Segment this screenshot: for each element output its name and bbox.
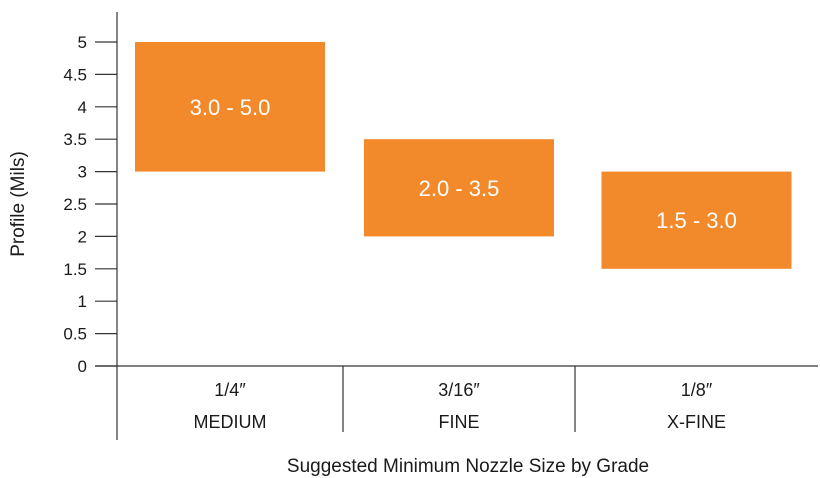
category-grade-label: FINE xyxy=(438,412,479,432)
y-tick-label: 1 xyxy=(78,292,87,311)
range-bar xyxy=(135,42,325,172)
range-bar-label: 3.0 - 5.0 xyxy=(190,95,271,120)
category-size-label: 3/16″ xyxy=(438,380,480,400)
y-tick-label: 5 xyxy=(78,33,87,52)
range-bar xyxy=(601,171,792,269)
category-grade-label: X-FINE xyxy=(667,412,726,432)
category-size-label: 1/8″ xyxy=(681,380,713,400)
x-axis-title: Suggested Minimum Nozzle Size by Grade xyxy=(287,456,649,477)
category-grade-label: MEDIUM xyxy=(194,412,267,432)
y-tick-label: 4 xyxy=(78,98,87,117)
y-tick-label: 0 xyxy=(78,357,87,376)
y-tick-label: 4.5 xyxy=(63,65,87,84)
y-tick-label: 2 xyxy=(78,227,87,246)
range-bar-label: 1.5 - 3.0 xyxy=(656,208,737,233)
range-bar xyxy=(364,139,554,237)
y-axis-title: Profile (Mils) xyxy=(8,151,29,257)
y-axis: 0 0.5 1 1.5 2 2.5 3 3.5 4 4.5 5 xyxy=(63,12,118,440)
range-bars: 3.0 - 5.0 2.0 - 3.5 1.5 - 3.0 xyxy=(135,42,792,269)
y-tick-label: 2.5 xyxy=(63,195,87,214)
category-size-label: 1/4″ xyxy=(214,380,246,400)
range-bar-label: 2.0 - 3.5 xyxy=(419,176,500,201)
y-tick-label: 3 xyxy=(78,163,87,182)
x-axis: 1/4″ MEDIUM 3/16″ FINE 1/8″ X-FINE xyxy=(95,365,818,432)
y-tick-label: 1.5 xyxy=(63,260,87,279)
y-tick-label: 0.5 xyxy=(63,325,87,344)
y-tick-label: 3.5 xyxy=(63,130,87,149)
